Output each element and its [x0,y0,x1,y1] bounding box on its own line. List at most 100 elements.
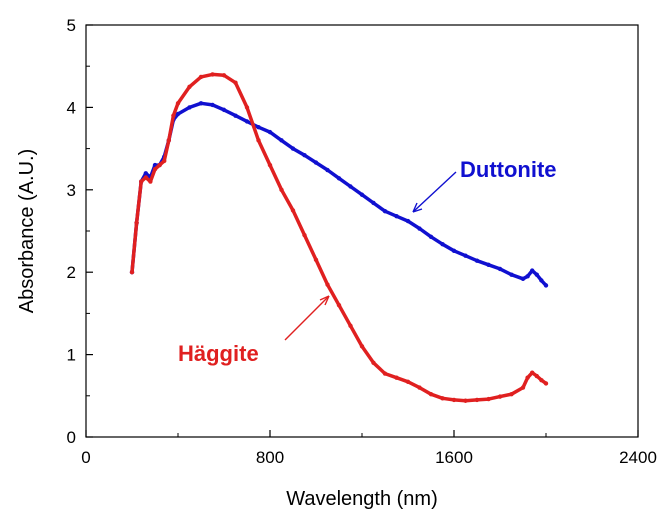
data-point [463,398,468,403]
data-point [525,375,530,380]
data-point [428,391,434,397]
data-point [543,283,549,288]
data-point [302,152,307,158]
data-point [244,105,250,110]
x-tick-label: 800 [256,448,284,467]
data-point [143,171,148,176]
data-point [244,119,250,124]
data-point [543,381,549,386]
data-point [290,208,296,213]
y-axis-title: Absorbance (A.U.) [16,149,38,314]
duttonite-label: Duttonite [460,157,557,182]
data-point [336,302,342,308]
data-point [134,220,139,225]
data-point [221,73,227,78]
data-point [405,379,411,384]
x-tick-label: 0 [81,448,90,467]
data-point [313,257,319,263]
data-point [198,101,204,106]
data-point [382,371,388,376]
data-point [539,377,544,383]
data-point [171,113,176,118]
data-point [474,258,480,263]
data-point [221,107,227,113]
data-point [279,138,284,143]
series-duttonite [129,101,549,288]
y-tick-label: 2 [67,263,76,282]
x-tick-label: 1600 [435,448,473,467]
data-point [256,124,261,130]
data-point [371,200,376,206]
data-point [417,226,422,231]
data-point [129,270,135,275]
data-point [336,176,342,181]
data-point [348,184,353,189]
data-point [497,266,503,272]
haggite-arrowhead [319,295,330,306]
data-point [440,241,445,247]
data-point [210,72,215,77]
series-line [130,101,548,288]
series-line [130,72,548,403]
data-point [440,396,445,401]
data-point [198,74,204,80]
data-point [279,187,284,192]
plot-frame [85,24,639,438]
data-point [371,360,376,366]
data-point [394,375,399,380]
data-point [233,113,238,118]
y-tick-label: 5 [67,16,76,35]
data-point [382,209,388,214]
data-point [157,162,162,168]
data-point [166,138,171,143]
data-point [451,397,457,403]
y-tick-label: 1 [67,346,76,365]
data-point [139,179,144,184]
data-point [313,160,319,165]
data-point [417,385,422,390]
haggite-label: Häggite [178,341,259,366]
y-axis-ticks: 0 1 2 3 4 5 [67,16,93,447]
data-point [359,344,365,349]
haggite-arrow [284,295,330,341]
data-point [175,111,181,117]
data-point [325,282,330,287]
data-point [348,323,353,328]
data-point [290,146,296,151]
data-point [210,102,215,108]
data-point [428,234,434,239]
data-point [233,80,238,85]
data-point [463,253,468,258]
data-point [530,370,535,375]
data-point [187,105,192,110]
y-tick-label: 4 [67,98,76,117]
data-point [162,158,167,164]
data-point [152,167,158,172]
data-point [509,272,514,277]
y-tick-label: 0 [67,428,76,447]
data-point [148,179,153,184]
data-point [187,84,192,90]
data-point [474,397,480,403]
data-point [497,394,503,399]
data-point [486,396,491,402]
x-axis-ticks: 0 800 1600 2400 [81,430,657,467]
data-point [525,274,530,279]
duttonite-arrow [412,171,457,213]
data-point [530,268,535,273]
data-point [267,129,273,135]
data-point [509,391,514,397]
data-point [405,218,411,224]
series-haggite [129,72,549,403]
data-point [394,213,399,219]
data-point [520,385,526,390]
plot-area [129,72,549,403]
data-point [451,248,457,253]
data-point [534,373,539,379]
data-point [325,167,330,173]
y-tick-label: 3 [67,181,76,200]
data-point [486,262,491,267]
x-tick-label: 2400 [619,448,657,467]
data-point [143,175,148,180]
